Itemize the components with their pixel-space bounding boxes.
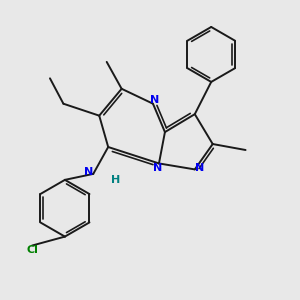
Text: N: N xyxy=(84,167,93,177)
Text: H: H xyxy=(111,175,120,185)
Text: N: N xyxy=(195,163,204,173)
Text: Cl: Cl xyxy=(26,245,38,255)
Text: N: N xyxy=(150,95,159,105)
Text: N: N xyxy=(153,163,162,173)
